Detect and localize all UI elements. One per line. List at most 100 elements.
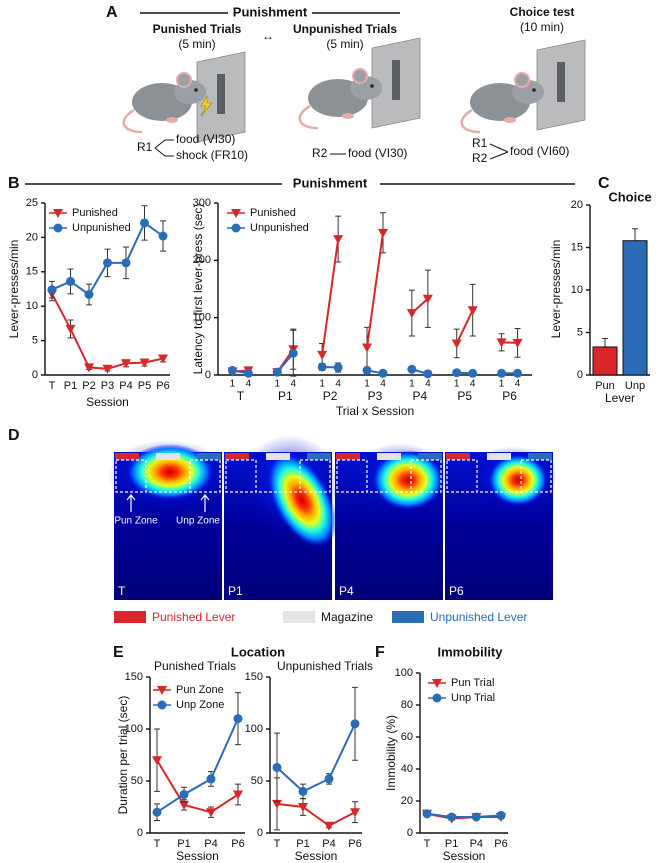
marker (139, 358, 150, 368)
trial-label: 1 (454, 379, 460, 390)
marker (206, 808, 216, 818)
y-tick-label: 15 (26, 266, 38, 278)
x-tick-label: P1 (296, 838, 309, 850)
x-axis-label: Session (176, 849, 219, 863)
y-tick-label: 80 (401, 699, 413, 711)
marker (512, 338, 523, 348)
chart-title: Punishment (293, 175, 368, 190)
marker (121, 359, 131, 369)
session-label: P2 (323, 389, 338, 403)
y-tick-label: 100 (395, 667, 413, 679)
x-tick-label: P3 (101, 380, 114, 392)
x-axis-label: Session (443, 849, 486, 863)
panel-d: D T P1 P4 P6 (8, 427, 557, 624)
y-tick-label: 60 (401, 731, 413, 743)
y-tick-label: 5 (577, 326, 583, 338)
x-tick-label: P6 (494, 838, 507, 850)
condition-title: Unpunished Trials (293, 22, 397, 36)
rat (460, 71, 546, 134)
bar (622, 240, 648, 376)
marker (179, 800, 189, 810)
legend-label: Punished Lever (152, 610, 235, 624)
heatmap: P1 (224, 435, 340, 600)
y-tick-label: 100 (193, 312, 211, 324)
x-tick-label: P2 (82, 380, 95, 392)
y-tick-label: 10 (26, 300, 38, 312)
marker (471, 812, 481, 822)
session-label: P5 (457, 389, 472, 403)
x-tick-label: P4 (470, 838, 483, 850)
panel-a: A Punishment Punished Trials (5 min) ↔ U… (106, 4, 586, 165)
session-label: P4 (339, 584, 354, 598)
x-tick-label: P1 (64, 380, 77, 392)
session-label: P6 (449, 584, 464, 598)
heatmap: P4 (335, 443, 450, 600)
y-axis-label: Immobility (%) (384, 715, 398, 791)
y-tick-label: 300 (193, 197, 211, 209)
heatmap: P6 (445, 446, 557, 600)
marker (350, 808, 360, 818)
marker (350, 719, 360, 729)
x-axis-label: Trial x Session (336, 404, 414, 418)
x-tick-label: P1 (177, 838, 190, 850)
session-label: P6 (502, 389, 517, 403)
marker (467, 306, 478, 316)
marker (422, 294, 433, 304)
x-tick-label: P4 (322, 838, 335, 850)
response-label: R1 (472, 136, 488, 150)
y-tick-label: 100 (125, 723, 143, 735)
series-line (156, 718, 239, 814)
marker (288, 348, 298, 358)
bar (592, 346, 618, 376)
panel-letter: C (598, 175, 610, 192)
marker (65, 324, 76, 334)
legend-label: Unpunished Lever (430, 610, 527, 624)
legend-label: Punished (250, 207, 296, 219)
series-line (455, 309, 474, 344)
trial-label: 4 (291, 379, 297, 390)
arrow (489, 143, 509, 160)
trial-label: 4 (380, 379, 386, 390)
heading: Punishment (233, 4, 308, 19)
x-tick-label: P1 (445, 838, 458, 850)
panel-letter: D (8, 427, 20, 444)
x-tick-label: P4 (119, 380, 132, 392)
marker (362, 365, 372, 375)
condition-duration: (10 min) (520, 20, 564, 34)
x-tick-label: T (154, 838, 161, 850)
marker (378, 228, 388, 238)
trial-label: 1 (319, 379, 325, 390)
marker (84, 363, 94, 373)
session-label: P4 (413, 389, 428, 403)
panel-letter: F (375, 644, 385, 661)
y-tick-label: 50 (131, 775, 143, 787)
trial-label: 4 (470, 379, 476, 390)
marker (496, 810, 506, 820)
response-label: R2 (312, 146, 328, 160)
y-axis-label: Latency to first lever-press (sec) (191, 204, 205, 375)
chart-title: Choice (608, 189, 651, 204)
y-axis-label: Duration per trial (sec) (116, 696, 130, 815)
legend-label: Unpunished (250, 222, 309, 234)
marker (324, 774, 334, 784)
y-tick-label: 0 (32, 369, 38, 381)
marker (272, 367, 282, 377)
marker (451, 339, 462, 349)
y-tick-label: 15 (571, 241, 583, 253)
marker (158, 231, 168, 241)
rat (298, 67, 384, 130)
y-tick-label: 0 (137, 827, 143, 839)
x-tick-label: P6 (231, 838, 244, 850)
marker (206, 774, 216, 784)
y-axis-label: Lever-presses/min (7, 240, 21, 339)
panel-letter: E (113, 644, 124, 661)
trial-label: 4 (335, 379, 341, 390)
y-tick-label: 150 (245, 671, 263, 683)
x-tick-label: T (424, 838, 431, 850)
marker (158, 354, 168, 364)
y-tick-label: 10 (571, 284, 583, 296)
trial-label: 1 (409, 379, 415, 390)
y-tick-label: 50 (251, 775, 263, 787)
marker (152, 807, 162, 817)
